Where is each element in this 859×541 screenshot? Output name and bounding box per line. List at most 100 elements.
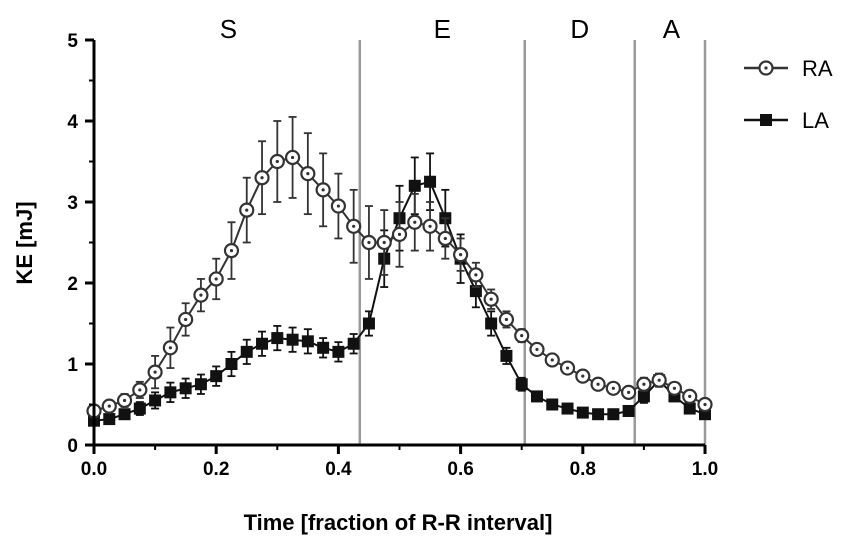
legend: RA LA [744,56,833,133]
data-point-la [225,358,238,370]
y-tick-label: 4 [67,112,78,133]
data-point-ra [651,372,667,388]
data-point-ra [697,396,713,413]
y-tick-label: 2 [67,274,78,295]
data-point-ra [376,234,392,251]
data-point-ra [300,166,316,182]
data-point-la [118,408,131,421]
legend-marker-ra [758,60,774,76]
x-tick-label: 0.6 [447,459,473,480]
data-point-ra [178,311,194,328]
data-point-ra [422,218,438,234]
legend-label-la: LA [802,108,829,133]
data-point-la [256,337,269,350]
data-point-ra [498,311,515,328]
x-tick-label: 0.8 [570,459,596,480]
data-point-la [194,378,207,391]
data-point-ra [544,352,560,368]
y-tick-label: 0 [67,436,78,457]
data-point-ra [391,226,408,242]
data-point-ra [575,368,591,384]
phase-label-s: S [220,14,237,44]
phase-label-a: A [663,14,681,44]
data-point-ra [605,380,621,396]
data-point-ra [407,214,423,230]
data-point-la [271,332,284,345]
data-point-ra [361,234,377,251]
data-point-ra [514,328,530,344]
y-tick-label: 5 [67,31,78,52]
data-point-la [576,406,589,419]
y-tick-label: 3 [67,193,78,214]
data-point-la [546,398,559,411]
data-point-ra [208,271,224,287]
data-point-la [622,404,635,417]
data-point-la [515,378,528,391]
data-point-ra [223,243,240,259]
data-point-ra [453,247,469,263]
data-point-la [485,317,498,330]
phase-label-d: D [570,14,589,44]
data-point-ra [468,267,484,283]
data-point-la [408,179,421,192]
legend-item-la: LA [744,108,829,133]
data-point-la [362,317,375,330]
data-point-ra [147,364,163,380]
data-point-la [347,337,360,350]
x-tick-label: 0.2 [203,459,229,480]
legend-item-ra: RA [744,56,833,81]
x-tick-label: 0.0 [81,459,107,480]
data-point-la [317,341,330,354]
data-point-la [179,382,192,395]
phase-label-e: E [434,14,451,44]
data-point-ra [116,392,133,409]
data-point-ra [437,230,453,247]
y-tick-label: 1 [67,355,78,376]
data-point-la [133,402,146,415]
data-point-la [637,390,650,403]
x-tick-label: 1.0 [692,459,718,480]
data-point-la [607,408,620,421]
data-point-ra [559,360,576,376]
data-point-ra [483,291,499,307]
data-point-la [332,345,345,358]
data-point-la [286,333,299,346]
data-point-ra [101,398,117,414]
x-axis-label: Time [fraction of R-R interval] [244,510,553,535]
data-point-ra [315,182,331,198]
data-point-la [592,408,605,421]
series-layer [86,116,713,427]
data-point-ra [346,218,362,234]
data-point-ra [330,198,346,214]
data-point-la [149,394,162,407]
x-tick-label: 0.4 [325,459,352,480]
data-point-ra [269,153,285,170]
data-point-ra [284,149,301,166]
data-point-ra [636,376,652,392]
data-point-ra [621,384,637,400]
legend-marker-la [760,114,772,126]
data-point-ra [254,170,270,186]
data-point-la [469,285,482,298]
data-point-ra [239,202,255,218]
series-ra [86,116,713,419]
data-point-ra [682,388,698,404]
data-point-la [240,345,253,358]
data-point-ra [162,340,178,356]
data-point-la [301,335,314,348]
data-point-ra [529,341,545,358]
data-point-la [210,370,223,383]
data-point-la [561,402,574,415]
data-point-la [103,413,116,426]
data-point-la [424,175,437,188]
data-point-ra [666,380,683,396]
data-point-ra [132,382,148,398]
axes: 0 1 2 3 4 5 0.0 0.2 0.4 0.6 0.8 1.0 [67,31,718,480]
data-point-la [164,386,177,399]
data-point-la [530,390,543,403]
data-point-ra [193,287,209,303]
data-point-ra [590,376,606,392]
y-axis-label: KE [mJ] [12,201,37,284]
